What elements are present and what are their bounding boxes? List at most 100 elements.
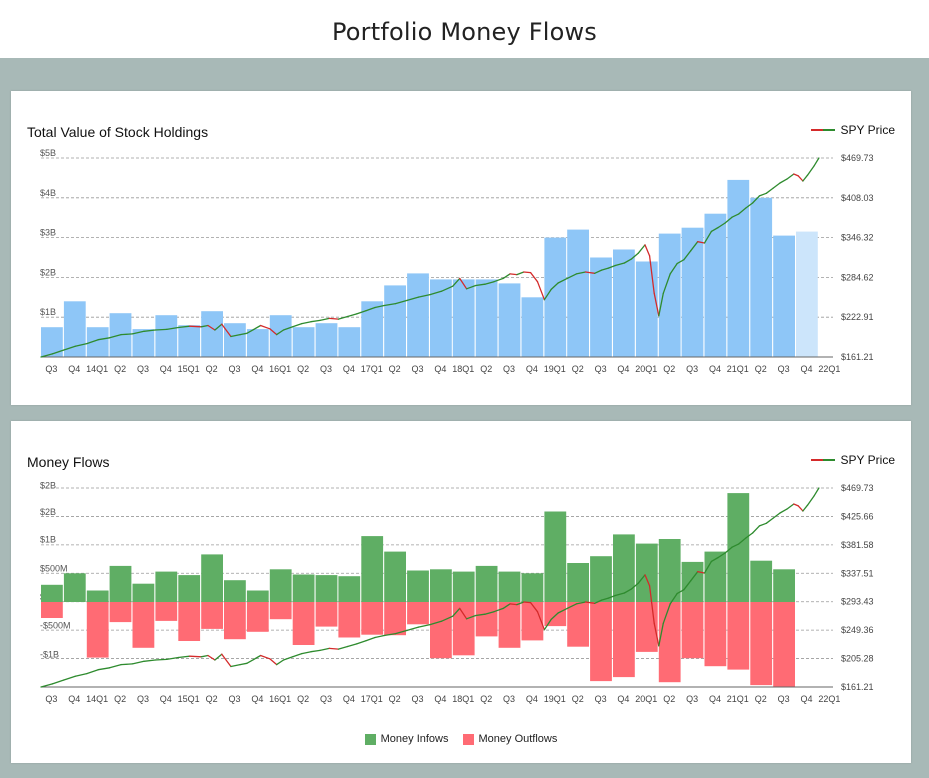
spy-line-segment	[653, 292, 660, 317]
y-tick-label: $5B	[40, 148, 56, 158]
inflow-bar	[63, 573, 86, 602]
x-tick-label: 21Q1	[727, 364, 749, 374]
holdings-bar	[86, 327, 109, 357]
spy-line-segment	[509, 273, 518, 276]
spy-line-segment	[465, 284, 477, 290]
inflow-bar	[178, 575, 201, 602]
spy-line-segment	[301, 321, 312, 325]
x-tick-label: Q3	[137, 364, 149, 374]
spy-line-segment	[459, 277, 468, 290]
spy-line-segment	[594, 599, 603, 604]
spy-line-segment	[221, 653, 232, 668]
spy-line-segment	[177, 325, 191, 329]
spy-line-segment	[543, 618, 552, 631]
x-tick-label: Q4	[526, 364, 538, 374]
inflow-bar	[567, 563, 589, 602]
spy-line-segment	[221, 323, 232, 338]
legend-label-inflows: Money Infows	[380, 733, 449, 745]
x-tick-label: Q2	[114, 694, 126, 704]
spy-line-segment	[550, 612, 559, 621]
outflow-bar	[681, 602, 704, 659]
spy-line-swatch	[810, 129, 835, 131]
holdings-spy-legend[interactable]: SPY Price	[810, 123, 895, 137]
spy-line-segment	[584, 601, 596, 604]
holdings-bar	[201, 311, 223, 357]
spy-line-segment	[365, 636, 376, 642]
spy-line-segment	[40, 353, 54, 358]
flows-spy-legend[interactable]: SPY Price	[810, 453, 895, 467]
y-tick-label: $1B	[40, 307, 56, 317]
spy-line-segment	[310, 649, 321, 653]
x-tick-label: Q4	[434, 364, 446, 374]
spy-line-segment	[319, 647, 330, 652]
spy-line-segment	[207, 654, 216, 661]
spy-line-segment	[383, 302, 397, 307]
outflow-bar	[613, 602, 635, 678]
spy-line-segment	[724, 546, 733, 554]
spy-line-segment	[662, 273, 671, 294]
x-tick-label: Q2	[572, 364, 584, 374]
spy-line-segment	[594, 269, 603, 274]
spy-line-segment	[600, 267, 610, 271]
holdings-bar	[361, 301, 384, 357]
spy-line-segment	[703, 560, 713, 574]
spy-line-segment	[614, 592, 626, 597]
inflow-bar	[338, 576, 361, 602]
holdings-bar	[452, 279, 475, 357]
holdings-bar	[750, 197, 773, 357]
spy-line-segment	[86, 339, 99, 345]
holdings-bar	[407, 273, 429, 357]
y-right-tick-label: $161.21	[841, 352, 874, 362]
spy-line-segment	[738, 207, 747, 215]
spy-line-segment	[337, 645, 349, 650]
outflow-bar	[361, 602, 384, 635]
holdings-bar	[178, 325, 201, 357]
x-tick-label: 20Q1	[635, 364, 657, 374]
outflow-bar	[658, 602, 681, 683]
spy-line-segment	[536, 611, 546, 631]
inflow-bar	[155, 571, 178, 602]
x-tick-label: 22Q1	[818, 364, 840, 374]
spy-line-segment	[154, 328, 168, 331]
outflow-bar	[750, 602, 773, 686]
inflow-bar	[727, 493, 750, 602]
holdings-bar	[315, 323, 338, 357]
spy-line-segment	[806, 164, 815, 176]
x-tick-label: Q2	[389, 364, 401, 374]
spy-line-segment	[543, 288, 552, 301]
legend-item-outflows[interactable]: Money Outflows	[462, 733, 557, 745]
legend-item-inflows[interactable]: Money Infows	[364, 733, 449, 745]
page-title: Portfolio Money Flows	[331, 18, 598, 46]
spy-line-segment	[623, 588, 632, 594]
spy-line-segment	[440, 615, 454, 622]
spy-line-segment	[484, 281, 495, 285]
inflow-bar	[658, 539, 681, 602]
x-tick-label: 19Q1	[544, 694, 566, 704]
holdings-bar	[727, 179, 750, 357]
spy-line-segment	[406, 296, 420, 302]
holdings-bar	[590, 257, 612, 357]
outflow-bar	[292, 602, 315, 645]
x-tick-label: Q4	[160, 694, 172, 704]
spy-line-segment	[440, 285, 454, 292]
spy-line-segment	[779, 508, 788, 514]
y-tick-label: $2B	[40, 507, 56, 517]
spy-line-segment	[269, 658, 278, 666]
x-tick-label: Q4	[160, 364, 172, 374]
inflow-bar	[521, 573, 544, 602]
holdings-bar	[567, 229, 589, 357]
spy-line-segment	[493, 607, 504, 613]
spy-line-segment	[802, 504, 809, 512]
outflow-bar	[521, 602, 544, 641]
spy-line-segment	[166, 326, 179, 331]
x-tick-label: Q4	[617, 364, 629, 374]
inflow-bar	[384, 551, 406, 602]
holdings-bar	[384, 285, 406, 357]
holdings-bar	[155, 315, 178, 357]
spy-line-segment	[356, 640, 367, 645]
spy-line-segment	[516, 601, 525, 606]
x-tick-label: Q4	[709, 364, 721, 374]
spy-line-segment	[644, 244, 651, 257]
x-tick-label: 15Q1	[178, 694, 200, 704]
holdings-bar	[658, 233, 681, 357]
